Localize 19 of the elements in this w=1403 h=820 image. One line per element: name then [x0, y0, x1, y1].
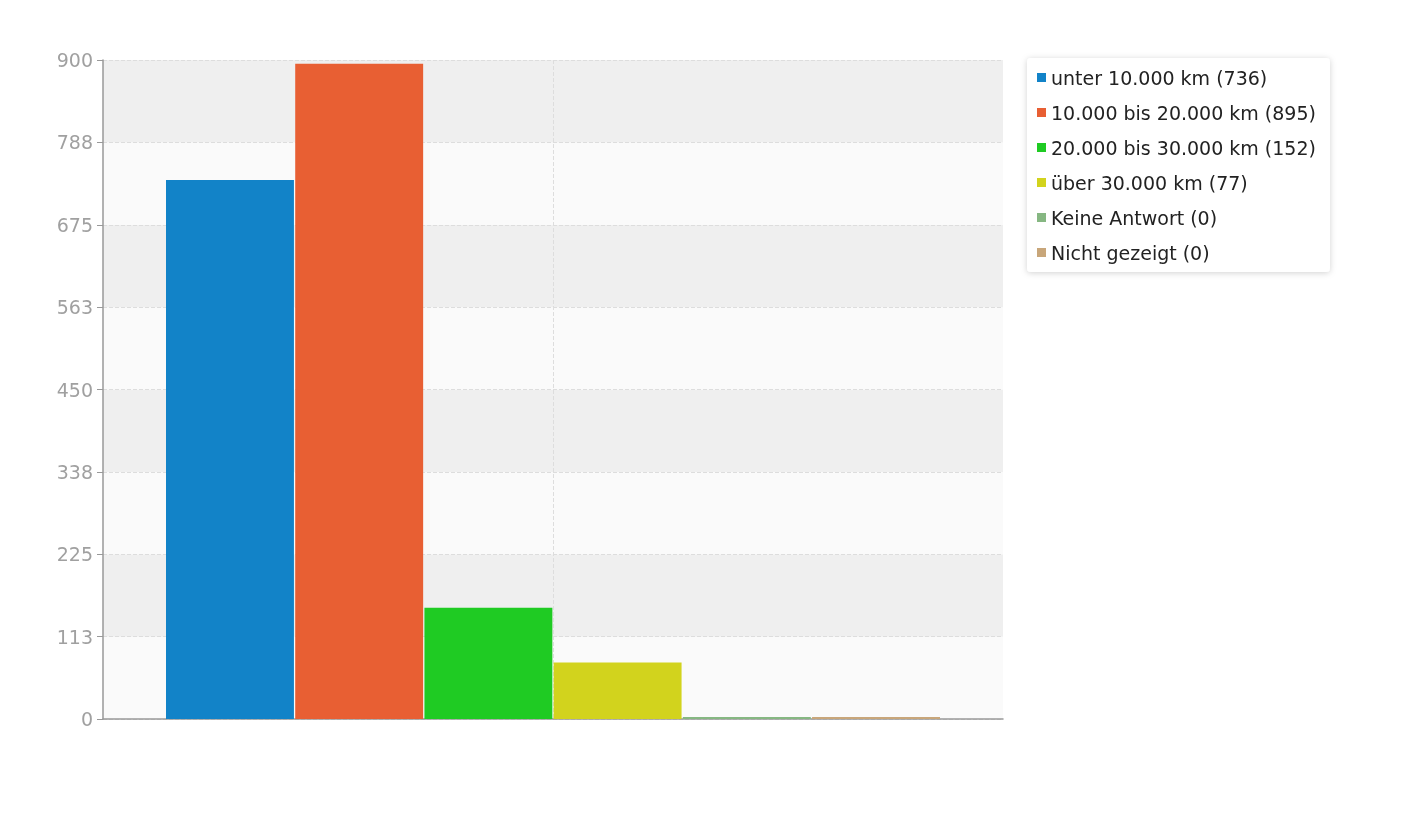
- bar: [295, 63, 424, 719]
- y-tick-label: 788: [56, 131, 93, 154]
- bar: [166, 180, 294, 719]
- y-tick-label: 225: [56, 543, 93, 566]
- y-tick-label: 113: [56, 625, 93, 648]
- y-tick-label: 675: [56, 213, 93, 236]
- y-tick-label: 563: [56, 296, 93, 319]
- y-tick-label: 450: [56, 378, 93, 401]
- legend-label: Nicht gezeigt (0): [1051, 241, 1210, 264]
- y-tick-label: 0: [80, 708, 93, 730]
- bar: [424, 607, 553, 719]
- legend-label: 20.000 bis 30.000 km (152): [1051, 136, 1316, 159]
- legend-label: Keine Antwort (0): [1051, 206, 1218, 229]
- legend-label: unter 10.000 km (736): [1051, 66, 1268, 89]
- y-tick-label: 338: [56, 460, 93, 483]
- y-tick-label: 900: [56, 49, 93, 71]
- legend-label: 10.000 bis 20.000 km (895): [1051, 101, 1316, 124]
- bar: [553, 662, 682, 719]
- legend-label: über 30.000 km (77): [1051, 171, 1248, 194]
